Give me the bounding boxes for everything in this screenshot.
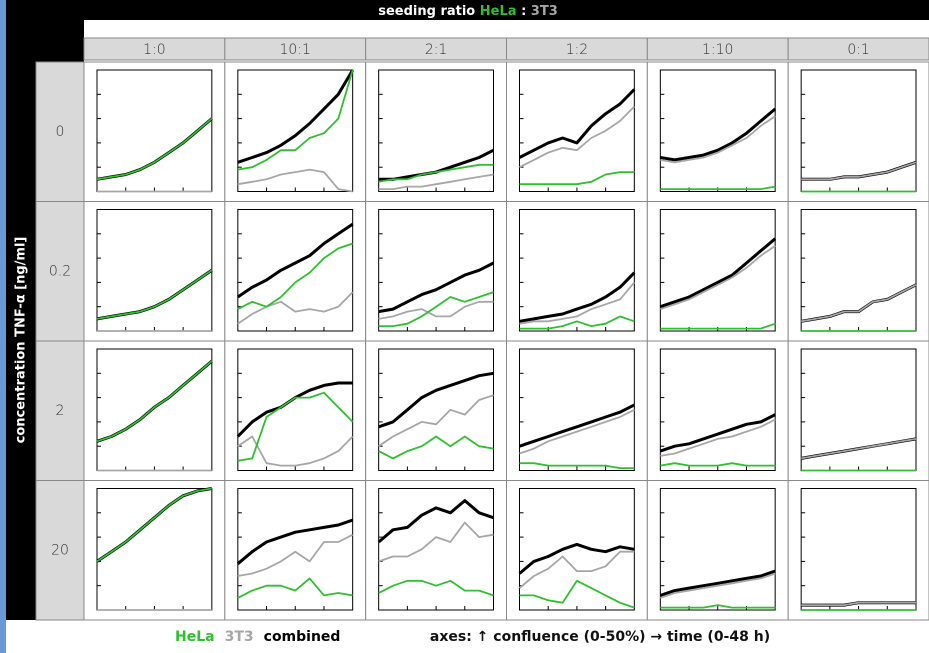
series-line [519, 315, 635, 330]
title-hela: HeLa [480, 4, 517, 19]
series-line [801, 438, 917, 460]
series-line [237, 391, 354, 462]
series-line [378, 300, 494, 320]
series-line [518, 542, 635, 575]
column-header: 0:1 [847, 42, 870, 58]
series-line [237, 69, 354, 164]
series-line [660, 572, 776, 599]
column-header: 1:10 [702, 42, 733, 58]
plot-area [659, 69, 776, 192]
row-header-bg [35, 61, 85, 202]
column-header: 2:1 [425, 42, 448, 58]
series-line [660, 245, 776, 310]
series-line [237, 242, 353, 310]
series-line [519, 281, 635, 325]
row-label-bar [6, 20, 36, 620]
series-line [659, 569, 776, 597]
series-line [237, 168, 353, 193]
series-line [660, 322, 776, 330]
series-line [378, 394, 494, 447]
rows-label: concentration TNF-α [ng/ml] [14, 237, 29, 444]
plot-area [237, 69, 354, 192]
series-line [237, 291, 354, 325]
series-line [378, 173, 494, 191]
series-line [660, 462, 776, 467]
plot-area [800, 348, 917, 471]
series-line [378, 521, 494, 563]
series-line [660, 418, 776, 457]
plot-area [659, 348, 776, 471]
series-line [378, 579, 494, 597]
plot-area [378, 348, 494, 471]
series-line [96, 360, 213, 443]
series-line [237, 69, 354, 171]
axes-note: axes: ↑ confluence (0-50%) → time (0-48 … [430, 629, 770, 645]
series-line [237, 533, 354, 577]
plot-area [96, 348, 213, 471]
series-line [236, 518, 354, 565]
row-header-bg [35, 340, 85, 481]
series-line [378, 435, 494, 460]
column-header: 1:0 [143, 42, 166, 58]
plot-area [659, 209, 776, 332]
title-sep: : [521, 4, 526, 19]
series-line [377, 499, 494, 544]
series-line [659, 237, 777, 309]
plot-area [800, 69, 917, 192]
series-line [801, 161, 917, 181]
plot-area [800, 488, 917, 611]
row-header: 0 [56, 124, 65, 140]
frame-edge [0, 0, 6, 653]
series-line [519, 171, 635, 186]
title: seeding ratio HeLa : 3T3 [378, 4, 558, 19]
series-line [236, 222, 354, 299]
series-line [660, 107, 777, 162]
series-line [378, 261, 495, 314]
legend-entry: HeLa [175, 629, 215, 645]
series-line [519, 105, 635, 169]
legend-entry: 3T3 [225, 629, 254, 645]
series-line [237, 577, 353, 599]
title-3t3: 3T3 [531, 4, 558, 19]
plot-area [519, 209, 635, 332]
series-line [660, 115, 776, 164]
column-header: 1:2 [566, 42, 589, 58]
series-line [519, 271, 636, 323]
series-line [378, 291, 494, 328]
plot-area [519, 69, 635, 192]
row-header-bg [35, 201, 85, 342]
series-line [519, 403, 635, 448]
series-line [659, 413, 776, 453]
plot-area [96, 69, 213, 192]
title-bar [6, 0, 929, 20]
series-line [378, 371, 494, 429]
series-line [96, 487, 212, 563]
row-header: 0.2 [49, 263, 71, 279]
plot-area [96, 209, 213, 332]
series-line [518, 88, 636, 159]
series-line [660, 185, 776, 191]
row-header: 20 [51, 542, 69, 558]
plot-area [519, 348, 635, 471]
legend-entry: combined [264, 629, 341, 645]
row-header: 2 [56, 403, 65, 419]
series-line [519, 408, 635, 455]
series-line [96, 269, 213, 320]
series-line [519, 462, 635, 470]
plot-area [237, 348, 354, 471]
column-header-bg [787, 37, 929, 61]
series-line [801, 283, 917, 323]
series-line [519, 579, 635, 609]
series-line [518, 550, 635, 589]
corner [36, 20, 84, 62]
series-line [660, 604, 776, 609]
title-text: seeding ratio [378, 4, 475, 19]
series-line [96, 117, 213, 181]
legend: HeLa 3T3 combined [175, 629, 340, 645]
series-line [378, 163, 494, 183]
column-header: 10:1 [280, 42, 311, 58]
series-line [801, 601, 916, 606]
